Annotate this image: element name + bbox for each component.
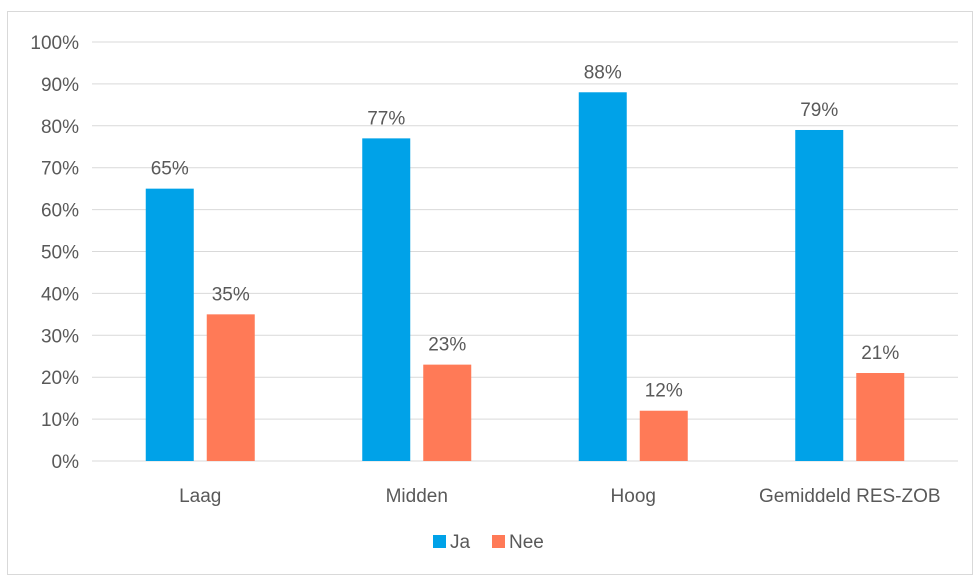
bar-ja-3 [795,129,844,462]
data-label: 23% [428,335,466,356]
x-axis-tick-labels: Laag Midden Hoog Gemiddeld RES-ZOB [179,486,940,507]
y-tick-label: 30% [41,326,79,347]
y-tick-label: 50% [41,243,79,264]
data-label: 88% [584,62,622,83]
y-tick-label: 80% [41,117,79,138]
bar-ja-2 [578,92,627,461]
legend: Ja Nee [433,532,544,553]
bar-ja-1 [362,138,411,461]
y-tick-label: 20% [41,368,79,389]
x-tick-label: Midden [386,486,448,507]
bar-nee-3 [856,373,905,461]
data-label: 77% [367,108,405,129]
data-label: 12% [645,381,683,402]
y-tick-label: 40% [41,284,79,305]
data-label: 79% [800,100,838,121]
y-tick-label: 70% [41,159,79,180]
y-tick-label: 100% [30,33,79,54]
legend-swatch-ja [433,535,446,548]
data-label: 35% [212,284,250,305]
legend-label-ja: Ja [450,532,471,553]
data-label: 21% [861,343,899,364]
y-tick-label: 0% [52,452,80,473]
bar-nee-0 [206,314,255,461]
data-label: 65% [151,159,189,180]
legend-swatch-nee [492,535,505,548]
x-tick-label: Gemiddeld RES-ZOB [759,486,941,507]
data-labels: 65% 35% 77% 23% 88% 12% 79% 21% [151,62,900,401]
x-tick-label: Laag [179,486,221,507]
y-tick-label: 60% [41,201,79,222]
bar-nee-1 [423,364,472,461]
y-tick-label: 10% [41,410,79,431]
x-tick-label: Hoog [611,486,656,507]
y-tick-label: 90% [41,75,79,96]
y-axis-tick-labels: 0% 10% 20% 30% 40% 50% 60% 70% 80% 90% 100% [30,33,79,473]
bar-ja-0 [145,188,194,461]
bars [145,92,905,462]
bar-nee-2 [639,410,688,461]
legend-label-nee: Nee [509,532,544,553]
